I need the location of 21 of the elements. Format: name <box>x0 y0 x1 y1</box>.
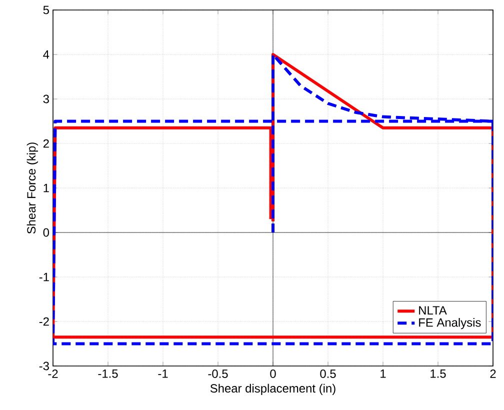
y-tick-label: -3 <box>39 362 49 370</box>
x-tick-label: -0.5 <box>208 370 228 378</box>
legend-label: FE Analysis <box>419 318 481 330</box>
x-tick-label: 0 <box>270 370 276 378</box>
x-axis-title: Shear displacement (in) <box>210 384 336 395</box>
y-tick-label: -2 <box>39 317 49 326</box>
y-tick-label: 1 <box>44 184 49 192</box>
y-axis-title: Shear Force (kip) <box>26 142 38 234</box>
y-tick-label: 2 <box>43 139 49 148</box>
x-tick-label: 1 <box>380 370 386 378</box>
y-tick-label: -1 <box>39 272 49 282</box>
x-tick-label: 2 <box>490 370 496 378</box>
x-tick-label: 1.5 <box>430 370 446 378</box>
x-tick-label: -1.5 <box>98 370 118 378</box>
x-tick-label: -1 <box>158 370 168 378</box>
y-tick-label: 4 <box>43 50 50 59</box>
y-tick-label: 5 <box>43 6 49 14</box>
legend-label: NLTA <box>419 306 447 314</box>
x-tick-label: 0.5 <box>320 370 336 378</box>
y-tick-label: 3 <box>43 94 49 104</box>
y-tick-label: 0 <box>43 228 50 237</box>
